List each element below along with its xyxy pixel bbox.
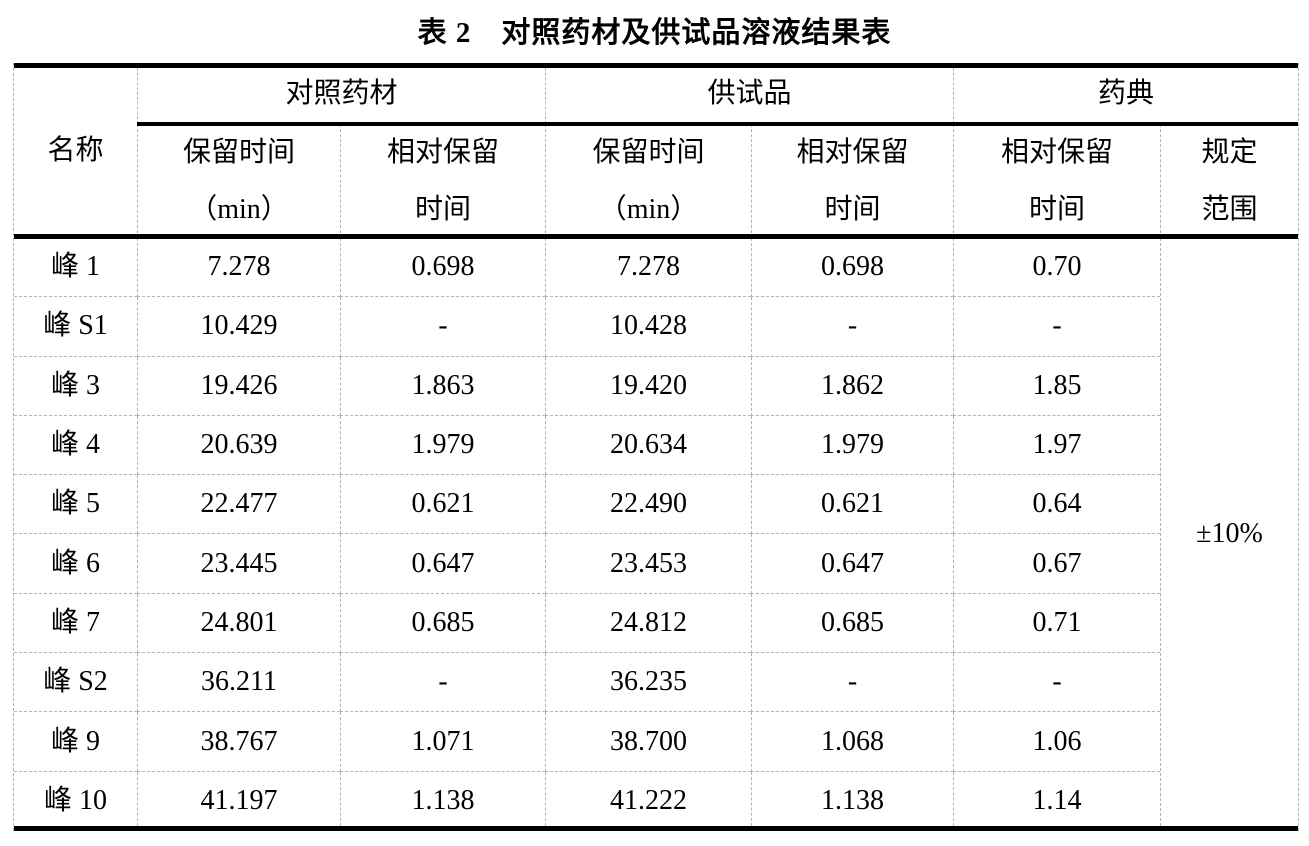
value-cell: 0.698 bbox=[340, 238, 545, 298]
subheader-specified-range: 规定 范围 bbox=[1160, 124, 1298, 238]
peak-name-cell: 峰 7 bbox=[14, 594, 137, 654]
value-cell: 0.70 bbox=[953, 238, 1160, 298]
value-cell: 22.477 bbox=[137, 475, 340, 535]
value-cell: 19.426 bbox=[137, 356, 340, 416]
subheader-ref-relative-retention: 相对保留 时间 bbox=[340, 124, 545, 238]
value-cell: - bbox=[340, 297, 545, 357]
value-cell: 0.647 bbox=[751, 534, 953, 594]
header-group-test-sample: 供试品 bbox=[545, 63, 953, 124]
results-table: 名称 对照药材 供试品 药典 保留时间 （min） 相对保留 时间 保留时间 （… bbox=[13, 63, 1299, 831]
value-cell: - bbox=[751, 653, 953, 713]
value-cell: 38.700 bbox=[545, 712, 751, 772]
value-cell: 0.647 bbox=[340, 534, 545, 594]
value-cell: 24.812 bbox=[545, 593, 751, 654]
subheader-line: （min） bbox=[598, 194, 699, 225]
peak-name-cell: 峰 1 bbox=[14, 238, 137, 298]
value-cell: 7.278 bbox=[545, 238, 751, 298]
header-group-reference: 对照药材 bbox=[137, 63, 545, 124]
peak-name-cell: 峰 9 bbox=[14, 712, 137, 772]
subheader-test-relative-retention: 相对保留 时间 bbox=[751, 124, 953, 238]
table-top-rule bbox=[14, 63, 1298, 68]
peak-name-cell: 峰 S1 bbox=[14, 297, 137, 357]
peak-name-cell: 峰 3 bbox=[14, 357, 137, 416]
value-cell: 1.138 bbox=[340, 771, 545, 831]
value-cell: 1.97 bbox=[953, 415, 1160, 476]
header-group-pharmacopoeia: 药典 bbox=[953, 63, 1298, 124]
value-cell: 0.621 bbox=[340, 475, 545, 535]
peak-name-cell: 峰 5 bbox=[14, 475, 137, 535]
value-cell: 23.453 bbox=[545, 534, 751, 594]
value-cell: 10.428 bbox=[545, 297, 751, 357]
value-cell: 0.64 bbox=[953, 475, 1160, 535]
value-cell: 10.429 bbox=[137, 297, 340, 357]
header-name-cell: 名称 bbox=[47, 134, 104, 166]
subheader-line: 相对保留 bbox=[796, 137, 909, 168]
value-cell: 19.420 bbox=[545, 356, 751, 416]
subheader-test-retention-time: 保留时间 （min） bbox=[545, 124, 751, 238]
value-cell: 1.06 bbox=[953, 712, 1160, 772]
header-rule bbox=[14, 234, 1298, 239]
value-cell: 41.197 bbox=[137, 771, 340, 831]
value-cell: 1.068 bbox=[751, 712, 953, 772]
peak-name-cell: 峰 6 bbox=[14, 534, 137, 594]
value-cell: 7.278 bbox=[137, 238, 340, 298]
subheader-line: 规定 bbox=[1201, 137, 1258, 168]
value-cell: 1.071 bbox=[340, 712, 545, 772]
page-title: 表 2 对照药材及供试品溶液结果表 bbox=[417, 17, 892, 49]
value-cell: 20.634 bbox=[545, 415, 751, 476]
subheader-line: 相对保留 bbox=[386, 137, 499, 168]
value-cell: 0.698 bbox=[751, 238, 953, 298]
table-bottom-rule bbox=[14, 826, 1298, 831]
subheader-line: 时间 bbox=[414, 194, 471, 225]
value-cell: 0.685 bbox=[340, 593, 545, 654]
spec-range-cell: ±10% bbox=[1160, 238, 1298, 831]
value-cell: 0.67 bbox=[953, 534, 1160, 594]
peak-name-cell: 峰 10 bbox=[43, 785, 107, 817]
value-cell: 0.71 bbox=[953, 593, 1160, 654]
value-cell: - bbox=[751, 297, 953, 357]
subheader-line: 保留时间 bbox=[182, 137, 295, 168]
subheader-line: 保留时间 bbox=[592, 137, 705, 168]
value-cell: - bbox=[340, 653, 545, 713]
peak-name-cell: 峰 4 bbox=[14, 416, 137, 476]
value-cell: 0.685 bbox=[751, 593, 953, 654]
subheader-ref-retention-time: 保留时间 （min） bbox=[137, 124, 340, 238]
subheader-line: 相对保留 bbox=[1000, 137, 1113, 168]
value-cell: 0.621 bbox=[751, 475, 953, 535]
subheader-pharmacopoeia-relative-retention: 相对保留 时间 bbox=[953, 124, 1160, 238]
group-header-rule bbox=[137, 122, 1298, 126]
value-cell: 1.14 bbox=[953, 771, 1160, 831]
value-cell: 1.85 bbox=[953, 356, 1160, 416]
value-cell: - bbox=[953, 653, 1160, 713]
value-cell: 1.979 bbox=[751, 415, 953, 476]
value-cell: 36.235 bbox=[545, 653, 751, 713]
value-cell: 1.138 bbox=[751, 771, 953, 831]
value-cell: 1.979 bbox=[340, 415, 545, 476]
value-cell: 20.639 bbox=[137, 415, 340, 476]
value-cell: 1.863 bbox=[340, 356, 545, 416]
value-cell: 36.211 bbox=[137, 653, 340, 713]
value-cell: - bbox=[953, 297, 1160, 357]
value-cell: 24.801 bbox=[137, 593, 340, 654]
value-cell: 41.222 bbox=[545, 771, 751, 831]
value-cell: 38.767 bbox=[137, 712, 340, 772]
value-cell: 1.862 bbox=[751, 356, 953, 416]
subheader-line: （min） bbox=[189, 194, 289, 225]
subheader-line: 范围 bbox=[1201, 194, 1258, 225]
value-cell: 23.445 bbox=[137, 534, 340, 594]
subheader-line: 时间 bbox=[824, 194, 881, 225]
peak-name-cell: 峰 S2 bbox=[14, 653, 137, 713]
value-cell: 22.490 bbox=[545, 475, 751, 535]
subheader-line: 时间 bbox=[1028, 194, 1085, 225]
